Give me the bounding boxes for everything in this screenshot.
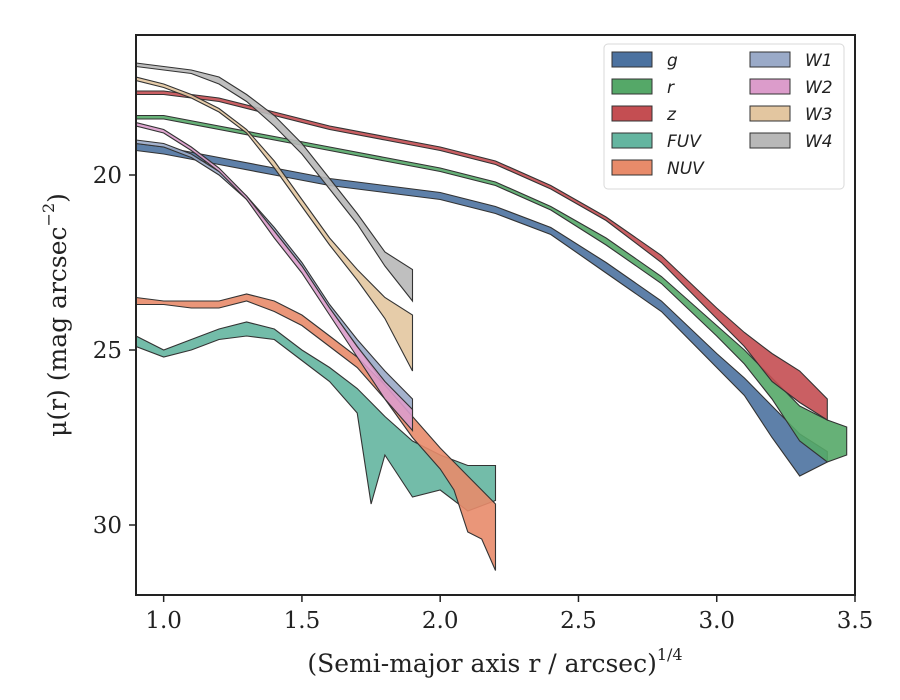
legend-label-r: r bbox=[667, 78, 675, 98]
y-axis-label-main: μ(r) (mag arcsec bbox=[43, 226, 72, 436]
legend-swatch-w3 bbox=[749, 105, 791, 122]
y-tick-label: 20 bbox=[93, 163, 122, 189]
legend-swatch-r bbox=[611, 78, 653, 95]
legend-label-z: z bbox=[666, 105, 677, 125]
legend-swatch-w4 bbox=[749, 132, 791, 149]
legend-swatch-z bbox=[611, 105, 653, 122]
legend-label-w1: W1 bbox=[805, 51, 833, 71]
legend-swatch-nuv bbox=[611, 159, 653, 176]
x-tick-label: 2.5 bbox=[560, 608, 597, 634]
x-tick-label: 1.5 bbox=[284, 608, 321, 634]
series-band-fuv bbox=[136, 321, 497, 512]
y-axis-label-exponent: −2 bbox=[39, 203, 58, 227]
legend-label-g: g bbox=[667, 51, 678, 71]
series-band-z bbox=[136, 90, 828, 421]
x-tick-label: 3.5 bbox=[837, 608, 874, 634]
legend: grz FUV NUV W1 W2 W3 W4 bbox=[603, 43, 845, 190]
x-tick-label: 2.0 bbox=[422, 608, 459, 634]
series-layer bbox=[136, 62, 848, 571]
legend-label-fuv: FUV bbox=[667, 132, 702, 152]
series-band-r bbox=[136, 114, 848, 463]
x-tick-label: 3.0 bbox=[698, 608, 735, 634]
x-axis-label-exponent: 1/4 bbox=[657, 645, 683, 664]
legend-label-w2: W2 bbox=[805, 78, 833, 98]
legend-label-w3: W3 bbox=[805, 105, 833, 125]
series-band-w3 bbox=[136, 76, 414, 372]
legend-label-w4: W4 bbox=[805, 132, 833, 152]
y-tick-label: 25 bbox=[93, 338, 122, 364]
series-band-nuv bbox=[136, 293, 497, 571]
series-band-w2 bbox=[136, 121, 414, 432]
tick-layer: 1.0 1.5 2.0 2.5 3.0 3.5 20 25 30 bbox=[93, 163, 874, 634]
legend-swatch-w2 bbox=[749, 78, 791, 95]
plot-frame bbox=[135, 34, 856, 596]
x-axis-label-main: (Semi-major axis r / arcsec) bbox=[307, 649, 656, 678]
y-tick-label: 30 bbox=[93, 513, 122, 539]
legend-label-nuv: NUV bbox=[667, 159, 705, 179]
legend-swatch-g bbox=[611, 51, 653, 68]
x-tick-label: 1.0 bbox=[145, 608, 182, 634]
legend-swatch-w1 bbox=[749, 51, 791, 68]
y-axis-label: μ(r) (mag arcsec−2) bbox=[39, 193, 72, 437]
x-axis-label: (Semi-major axis r / arcsec)1/4 bbox=[307, 645, 682, 678]
series-band-w4 bbox=[136, 62, 414, 303]
y-axis-label-close: ) bbox=[43, 193, 72, 203]
legend-swatch-fuv bbox=[611, 132, 653, 149]
